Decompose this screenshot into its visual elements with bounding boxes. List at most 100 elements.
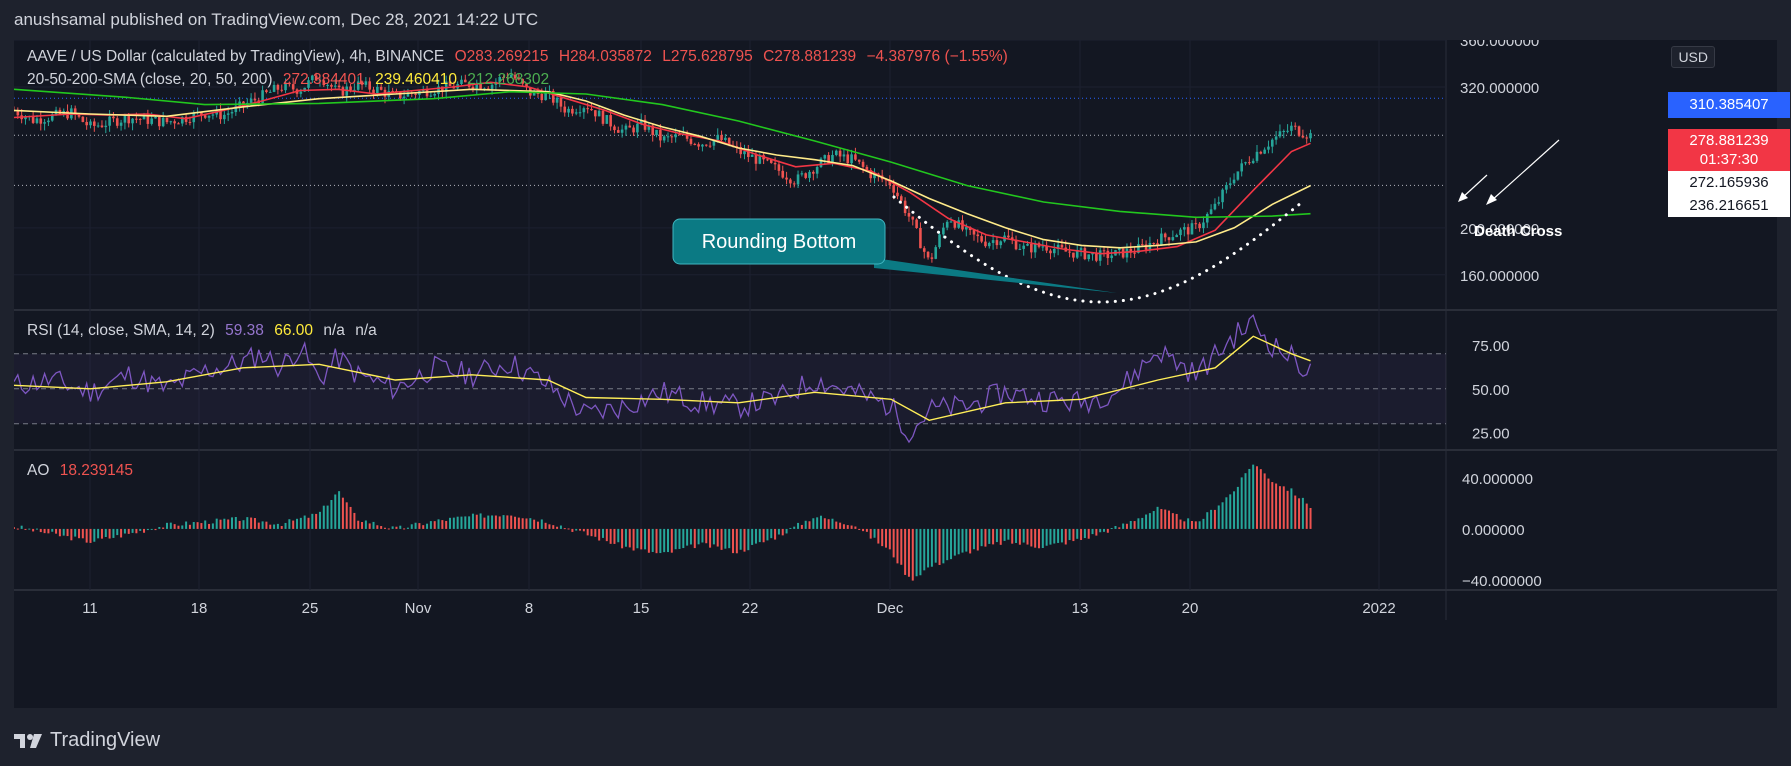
candle-body	[865, 166, 869, 171]
ao-bar	[284, 522, 287, 529]
ao-bar	[1286, 490, 1289, 529]
candle-body	[754, 154, 758, 164]
ao-bar	[758, 528, 761, 543]
ao-bar	[104, 528, 107, 537]
ao-bar	[1141, 517, 1144, 529]
ao-bar	[238, 520, 241, 529]
ao-bar	[808, 521, 811, 529]
candle-body	[609, 115, 612, 127]
ao-bar	[624, 528, 627, 547]
candle-body	[1087, 254, 1091, 260]
rsi-value: 59.38	[225, 322, 264, 339]
candle-body	[915, 219, 918, 228]
candle-body	[601, 110, 605, 124]
candle-body	[980, 236, 983, 242]
ao-bar	[927, 528, 930, 568]
candle-body	[207, 115, 211, 118]
ao-bar	[770, 528, 773, 539]
rsi-legend[interactable]: RSI (14, close, SMA, 14, 2) 59.38 66.00 …	[27, 322, 383, 340]
ao-bar	[242, 520, 245, 529]
candle-body	[219, 109, 222, 120]
candle-body	[613, 126, 616, 131]
candle-body	[945, 221, 949, 228]
candle-body	[689, 138, 693, 144]
ao-bar	[1229, 494, 1232, 529]
candle-body	[1305, 137, 1309, 139]
countdown: 01:37:30	[1699, 151, 1759, 168]
ao-bar	[525, 518, 528, 529]
ao-bar	[231, 517, 234, 529]
ao-bar	[181, 525, 184, 529]
ao-bar	[406, 527, 409, 529]
ao-bar	[709, 528, 712, 548]
ao-bar	[1152, 511, 1155, 529]
candle-body	[1014, 239, 1018, 250]
ao-bar	[1244, 473, 1247, 529]
ao-bar	[1236, 486, 1239, 529]
candle-body	[441, 86, 444, 92]
candle-body	[1183, 227, 1186, 230]
candle-body	[115, 118, 119, 126]
price-tag-sma20: 272.165936	[1668, 171, 1790, 194]
candle-body	[704, 144, 708, 146]
ao-bar	[55, 528, 58, 534]
currency-button[interactable]: USD	[1671, 46, 1715, 68]
ao-bar	[1305, 503, 1308, 529]
ao-bar	[1164, 509, 1167, 529]
ao-bar	[280, 526, 283, 529]
ao-bar	[697, 528, 700, 545]
ao-bar	[976, 528, 979, 551]
ao-bar	[173, 524, 176, 529]
ao-bar	[1011, 528, 1014, 544]
ao-bar	[1259, 469, 1262, 529]
ao-bar	[747, 528, 750, 551]
candle-body	[831, 154, 834, 164]
candle-body	[850, 154, 853, 164]
chart-svg[interactable]: 11 18 25 Nov 8 15 22 Dec 13 20 2022 360.000000 320.0…	[14, 40, 1777, 708]
ao-bar	[972, 528, 975, 550]
candle-body	[108, 116, 111, 126]
rsi-label: RSI (14, close, SMA, 14, 2)	[27, 322, 215, 339]
arrow-line	[1490, 139, 1560, 202]
ao-bar	[1156, 506, 1159, 529]
arrow-head-icon	[1486, 194, 1497, 205]
ao-bar	[674, 528, 677, 550]
ao-bar	[296, 518, 299, 529]
ao-bar	[556, 526, 559, 529]
candle-body	[590, 108, 593, 111]
ao-legend[interactable]: AO 18.239145	[27, 462, 139, 480]
candle-body	[1010, 237, 1014, 240]
chart-area[interactable]: 11 18 25 Nov 8 15 22 Dec 13 20 2022 360.000000 320.0…	[14, 40, 1790, 708]
footer[interactable]: TradingView	[14, 729, 160, 752]
candle-body	[563, 106, 567, 113]
ao-bar	[800, 524, 803, 529]
candle-body	[161, 117, 165, 127]
candle-body	[1171, 237, 1175, 241]
ao-bar	[885, 528, 888, 548]
candle-body	[1068, 251, 1071, 253]
ao-bar	[506, 515, 509, 529]
candle-body	[1129, 248, 1133, 253]
candle-body	[827, 155, 830, 164]
rsi-tick-label: 50.00	[1472, 382, 1510, 399]
candle-body	[987, 242, 991, 247]
ao-bar	[938, 528, 941, 565]
ao-bar	[930, 528, 933, 567]
candle-body	[353, 89, 356, 91]
ao-bar	[1271, 482, 1274, 529]
ao-bar	[992, 528, 995, 545]
candle-body	[31, 116, 35, 123]
ao-bar	[1240, 477, 1243, 529]
candle-body	[666, 136, 670, 138]
candle-body	[402, 96, 406, 99]
ao-bar	[502, 515, 505, 529]
ao-bar	[253, 518, 256, 529]
ao-bar	[732, 528, 735, 554]
candle-body	[1106, 250, 1110, 259]
ao-bar	[452, 517, 455, 529]
candle-body	[616, 130, 620, 133]
sma-legend[interactable]: 20-50-200-SMA (close, 20, 50, 200) 272.3…	[27, 71, 555, 89]
price-tick-label: 160.000000	[1460, 268, 1539, 285]
candle-body	[785, 177, 788, 180]
ao-bar	[831, 518, 834, 529]
